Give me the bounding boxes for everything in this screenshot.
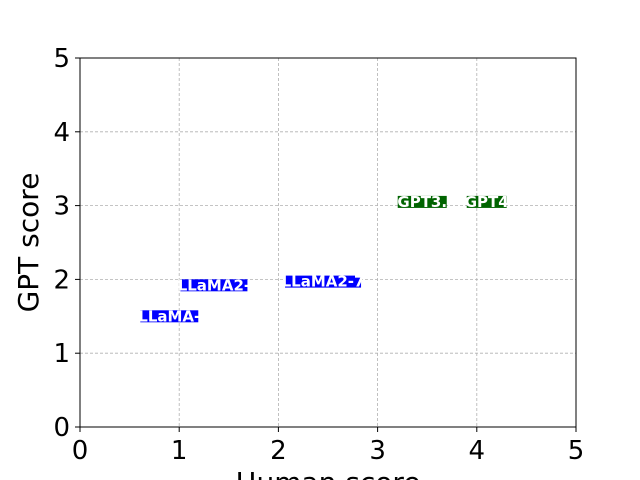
y-tick-label: 3 [53, 192, 70, 222]
point-marker [140, 310, 199, 323]
point-label: LLaMA2-7 [282, 273, 365, 291]
point-marker [397, 195, 447, 208]
data-point: LLaMA2-7 [282, 273, 365, 291]
data-point: LLaMA2- [178, 276, 250, 294]
x-tick-label: 4 [469, 436, 486, 466]
data-points: LLaMA- LLaMA2- LLaMA2-7 GPT3. GPT4 [138, 193, 508, 325]
x-tick-label: 5 [568, 436, 585, 466]
point-label: GPT4 [465, 193, 509, 211]
data-point: GPT4 [465, 193, 509, 211]
x-axis-label: Human score [235, 466, 420, 480]
x-axis-ticks: 0 1 2 3 4 5 [72, 427, 585, 466]
point-label: GPT3. [397, 193, 447, 211]
point-marker [180, 279, 248, 292]
point-marker [285, 275, 362, 288]
y-tick-label: 1 [53, 339, 70, 369]
y-axis-label: GPT score [12, 173, 45, 313]
x-tick-label: 0 [72, 436, 89, 466]
y-tick-label: 5 [53, 44, 70, 74]
x-tick-label: 2 [270, 436, 287, 466]
y-tick-label: 0 [53, 413, 70, 443]
point-label: LLaMA2- [178, 276, 250, 294]
data-point: GPT3. [397, 193, 447, 211]
y-tick-label: 2 [53, 265, 70, 295]
plot-area [79, 57, 577, 428]
point-label: LLaMA- [138, 307, 200, 325]
point-marker [466, 195, 507, 208]
y-axis-ticks: 0 1 2 3 4 5 [53, 44, 80, 443]
x-tick-label: 3 [369, 436, 386, 466]
y-tick-label: 4 [53, 118, 70, 148]
x-tick-label: 1 [171, 436, 188, 466]
data-point: LLaMA- [138, 307, 200, 325]
